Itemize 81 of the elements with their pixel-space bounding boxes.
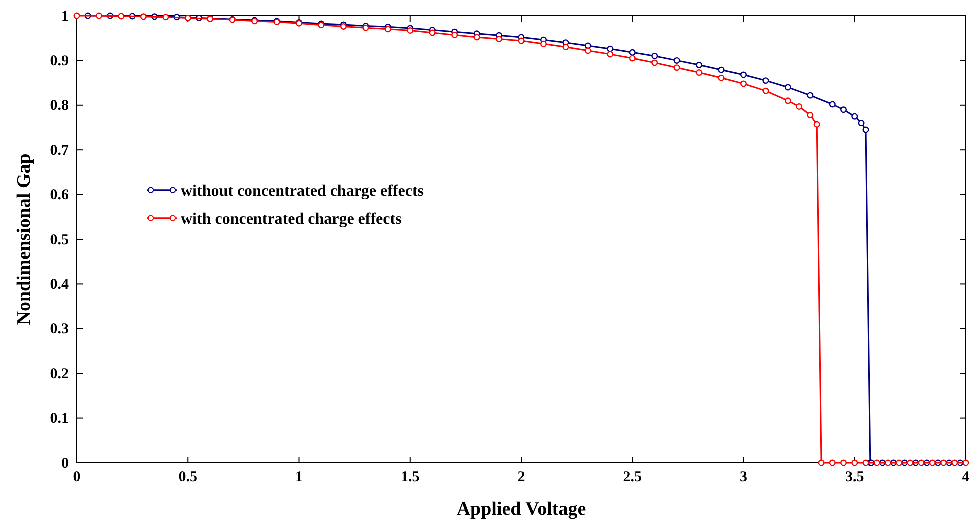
point	[858, 120, 865, 127]
point	[452, 32, 458, 38]
point	[540, 40, 547, 48]
point	[162, 14, 170, 21]
point	[818, 460, 825, 466]
y-tick-label: 0	[62, 456, 69, 472]
point	[674, 64, 680, 72]
x-tick-label: 3	[740, 470, 748, 486]
point	[652, 52, 658, 60]
point	[718, 66, 725, 74]
x-tick-label: 0.5	[178, 470, 198, 486]
point	[784, 84, 792, 91]
point	[840, 106, 848, 114]
y-tick-label: 0.2	[50, 366, 69, 382]
y-tick-label: 0.1	[50, 411, 69, 428]
point	[840, 460, 848, 466]
point	[884, 460, 892, 466]
x-axis-title: Applied Voltage	[456, 499, 586, 520]
point	[740, 72, 747, 78]
point	[796, 104, 803, 110]
y-tick-label: 0.5	[50, 232, 69, 248]
point	[829, 101, 836, 108]
point	[474, 34, 480, 41]
point	[807, 112, 814, 118]
point	[407, 28, 414, 34]
point	[807, 92, 814, 99]
point	[696, 70, 703, 76]
point	[607, 46, 614, 52]
x-tick-label: 2.5	[623, 470, 642, 486]
point	[962, 460, 970, 466]
point	[674, 57, 680, 64]
point	[652, 60, 658, 66]
y-tick-label: 1	[62, 8, 69, 25]
point	[607, 51, 614, 58]
y-axis-title: Nondimensional Gap	[14, 154, 35, 326]
y-tick-label: 0.7	[50, 142, 70, 159]
point	[629, 55, 636, 62]
point	[429, 30, 436, 36]
point	[629, 49, 636, 56]
point	[940, 460, 948, 466]
x-tick-label: 1	[296, 470, 303, 486]
y-tick-label: 0.6	[50, 188, 70, 204]
point	[762, 78, 770, 84]
y-tick-label: 0.9	[50, 54, 69, 70]
x-tick-label: 0	[73, 470, 81, 486]
x-tick-label: 2	[518, 470, 526, 486]
x-tick-label: 4	[962, 470, 970, 486]
point	[907, 460, 914, 466]
point	[184, 14, 192, 22]
point	[929, 460, 936, 466]
y-tick-label: 0.8	[50, 98, 69, 114]
point	[740, 80, 747, 88]
point	[862, 126, 870, 134]
point	[718, 74, 725, 82]
point	[852, 113, 858, 120]
point	[829, 460, 836, 466]
legend-label: with concentrated charge effects	[181, 210, 402, 228]
point	[696, 62, 703, 68]
legend-label: without concentrated charge effects	[181, 182, 424, 200]
x-tick-label: 1.5	[401, 470, 420, 486]
point	[784, 98, 792, 104]
point	[140, 14, 147, 20]
point	[814, 121, 820, 128]
point	[852, 460, 858, 466]
point	[74, 12, 80, 20]
x-tick-label: 3.5	[846, 470, 864, 486]
point	[518, 38, 525, 44]
point	[496, 36, 503, 42]
point	[584, 48, 592, 54]
point	[762, 88, 770, 94]
point	[918, 460, 925, 466]
point	[952, 460, 958, 466]
point	[562, 44, 570, 51]
y-tick-label: 0.4	[50, 277, 70, 293]
y-tick-label: 0.3	[50, 322, 69, 338]
point	[874, 460, 880, 466]
point	[384, 26, 392, 33]
point	[96, 12, 102, 20]
point	[118, 13, 125, 20]
point	[896, 460, 903, 466]
point	[862, 460, 870, 466]
